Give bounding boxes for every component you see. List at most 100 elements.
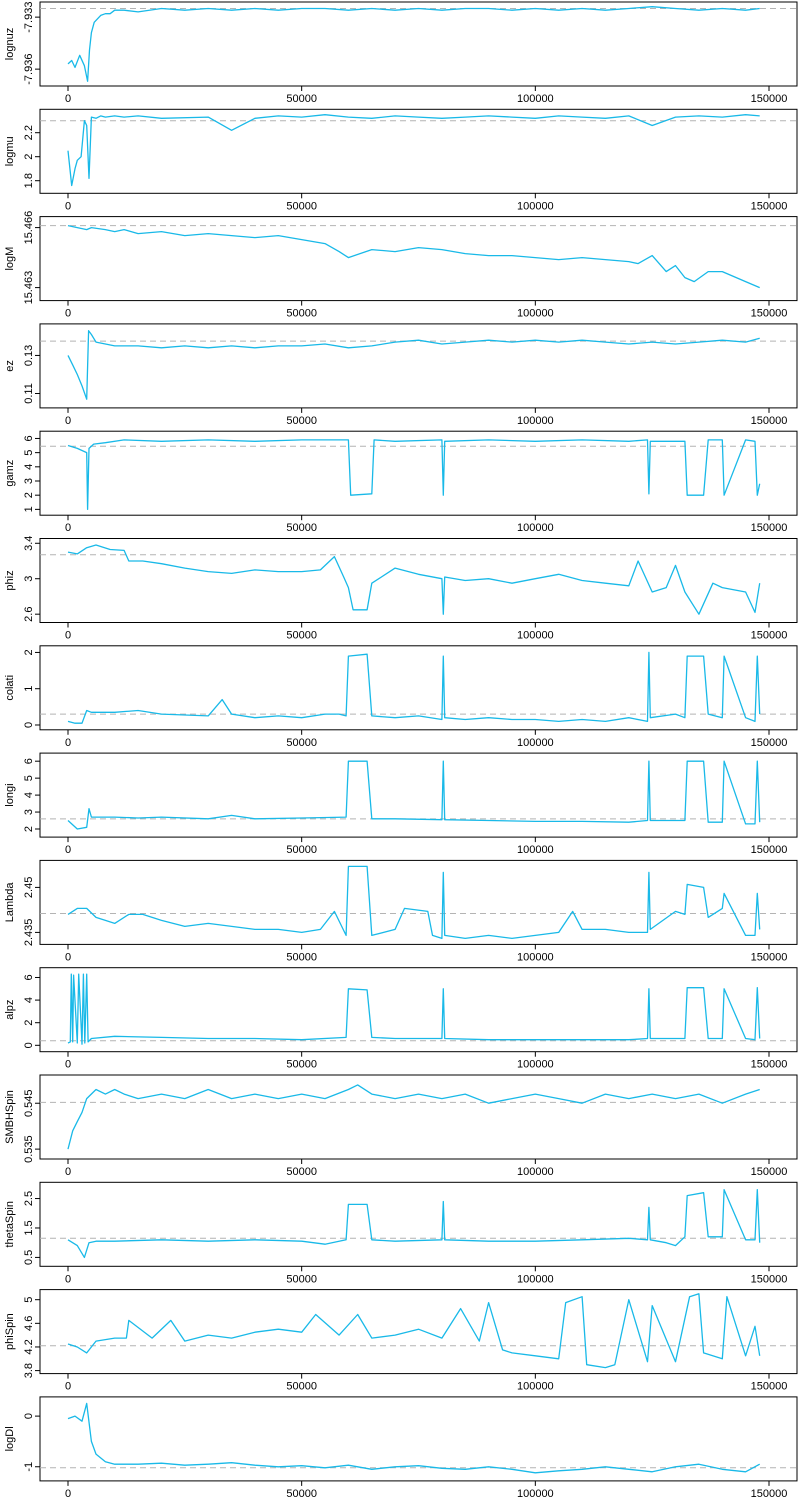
y-tick-label: 0.545 [23,1089,35,1117]
x-tick-label: 150000 [751,1381,788,1393]
x-tick-label: 150000 [751,200,788,212]
y-tick-label: -1 [23,1462,35,1472]
x-tick-label: 100000 [517,200,554,212]
x-tick-label: 50000 [286,1166,317,1178]
trace-panel-alpz: 0 50000 100000 150000 0 2 4 6 alpz [4,967,798,1071]
x-tick-label: 100000 [517,93,554,105]
plot-frame [39,108,798,194]
x-tick-label: 0 [65,522,71,534]
y-tick-label: 2 [23,826,35,832]
x-tick-label: 50000 [286,1273,317,1285]
x-tick-label: 150000 [751,1273,788,1285]
y-tick-label: 0 [23,1413,35,1419]
x-tick-label: 100000 [517,1059,554,1071]
plot-frame [39,1,798,87]
y-tick-label: 5 [23,1297,35,1303]
plot-frame [39,645,798,731]
x-tick-label: 0 [65,1381,71,1393]
x-tick-label: 150000 [751,737,788,749]
y-tick-label: 4 [23,792,35,798]
x-tick-label: 50000 [286,93,317,105]
y-tick-label: 6 [23,435,35,441]
x-tick-label: 0 [65,200,71,212]
x-tick-label: 150000 [751,93,788,105]
y-tick-label: 2.45 [23,877,35,898]
trace-panel-Lambda: 0 50000 100000 150000 2.435 2.45 Lambda [4,859,798,963]
x-tick-label: 150000 [751,844,788,856]
y-axis-label: logDl [4,1426,16,1451]
x-tick-label: 0 [65,1059,71,1071]
x-tick-label: 100000 [517,522,554,534]
x-tick-label: 50000 [286,522,317,534]
trace-line-gamz [67,439,761,511]
plot-frame [39,538,798,623]
y-tick-label: 2 [23,492,35,498]
x-tick-label: 50000 [286,1381,317,1393]
y-tick-label: 2.435 [23,919,35,947]
trace-line-phiSpin [67,1293,761,1369]
y-tick-label: 3 [23,576,35,582]
x-tick-label: 100000 [517,415,554,427]
x-tick-label: 0 [65,415,71,427]
y-tick-label: 2 [23,154,35,160]
y-tick-label: 2.5 [23,1191,35,1206]
trace-line-SMBHSpin [67,1084,760,1150]
plot-frame [39,967,798,1053]
x-tick-label: 50000 [286,200,317,212]
trace-line-longi [67,760,761,830]
y-axis-label: thetaSpin [4,1201,16,1247]
y-axis-label: Lambda [4,882,16,923]
x-tick-label: 100000 [517,308,554,320]
x-tick-label: 50000 [286,951,317,963]
trace-line-thetaSpin [67,1189,761,1259]
y-tick-label: 0 [23,1042,35,1048]
y-tick-label: 6 [23,974,35,980]
y-tick-label: 1.8 [23,173,35,188]
trace-line-logmu [67,114,760,187]
y-tick-label: 4.2 [23,1339,35,1354]
trace-panel-lognuz: 0 50000 100000 150000 -7.936 -7.933 lognuz [4,1,798,105]
trace-line-alpz [67,973,761,1045]
y-axis-label: ez [4,360,16,372]
y-axis-label: phiSpin [4,1313,16,1350]
trace-panel-longi: 0 50000 100000 150000 2 3 4 5 6 longi [4,752,798,856]
y-axis-label: lognuz [4,28,16,60]
y-tick-label: 4 [23,997,35,1003]
x-tick-label: 0 [65,1273,71,1285]
y-axis-label: SMBHSpin [4,1090,16,1144]
trace-line-logM [67,224,760,289]
y-tick-label: -7.933 [23,2,35,33]
y-tick-label: 0 [23,722,35,728]
y-tick-label: 2.2 [23,125,35,140]
plot-frame [39,752,798,838]
y-tick-label: 2.6 [23,607,35,622]
trace-panel-thetaSpin: 0 50000 100000 150000 0.5 1.5 2.5 thetaSpin [4,1181,798,1285]
y-tick-label: 15.466 [23,211,35,245]
trace-panel-phiSpin: 0 50000 100000 150000 3.8 4.2 4.6 5 phiSpin [4,1289,798,1393]
x-tick-label: 100000 [517,951,554,963]
x-tick-label: 0 [65,1488,71,1500]
x-tick-label: 150000 [751,522,788,534]
x-tick-label: 50000 [286,844,317,856]
trace-panel-logM: 0 50000 100000 150000 15.463 15.466 logM [4,211,798,320]
y-axis-label: colati [4,675,16,701]
y-axis-label: longi [4,783,16,806]
x-tick-label: 50000 [286,1059,317,1071]
x-tick-label: 0 [65,93,71,105]
x-tick-label: 100000 [517,1273,554,1285]
x-tick-label: 100000 [517,1166,554,1178]
y-axis-label: logmu [4,136,16,166]
trace-line-lognuz [67,6,760,82]
x-tick-label: 150000 [751,630,788,642]
y-tick-label: 3.4 [23,536,35,551]
y-axis-label: gamz [4,460,16,487]
x-tick-label: 0 [65,737,71,749]
y-tick-label: 15.463 [23,271,35,305]
x-tick-label: 0 [65,951,71,963]
x-tick-label: 100000 [517,844,554,856]
x-tick-label: 100000 [517,737,554,749]
x-tick-label: 0 [65,630,71,642]
y-tick-label: 4.6 [23,1316,35,1331]
x-tick-label: 50000 [286,630,317,642]
plot-frame [39,216,798,302]
